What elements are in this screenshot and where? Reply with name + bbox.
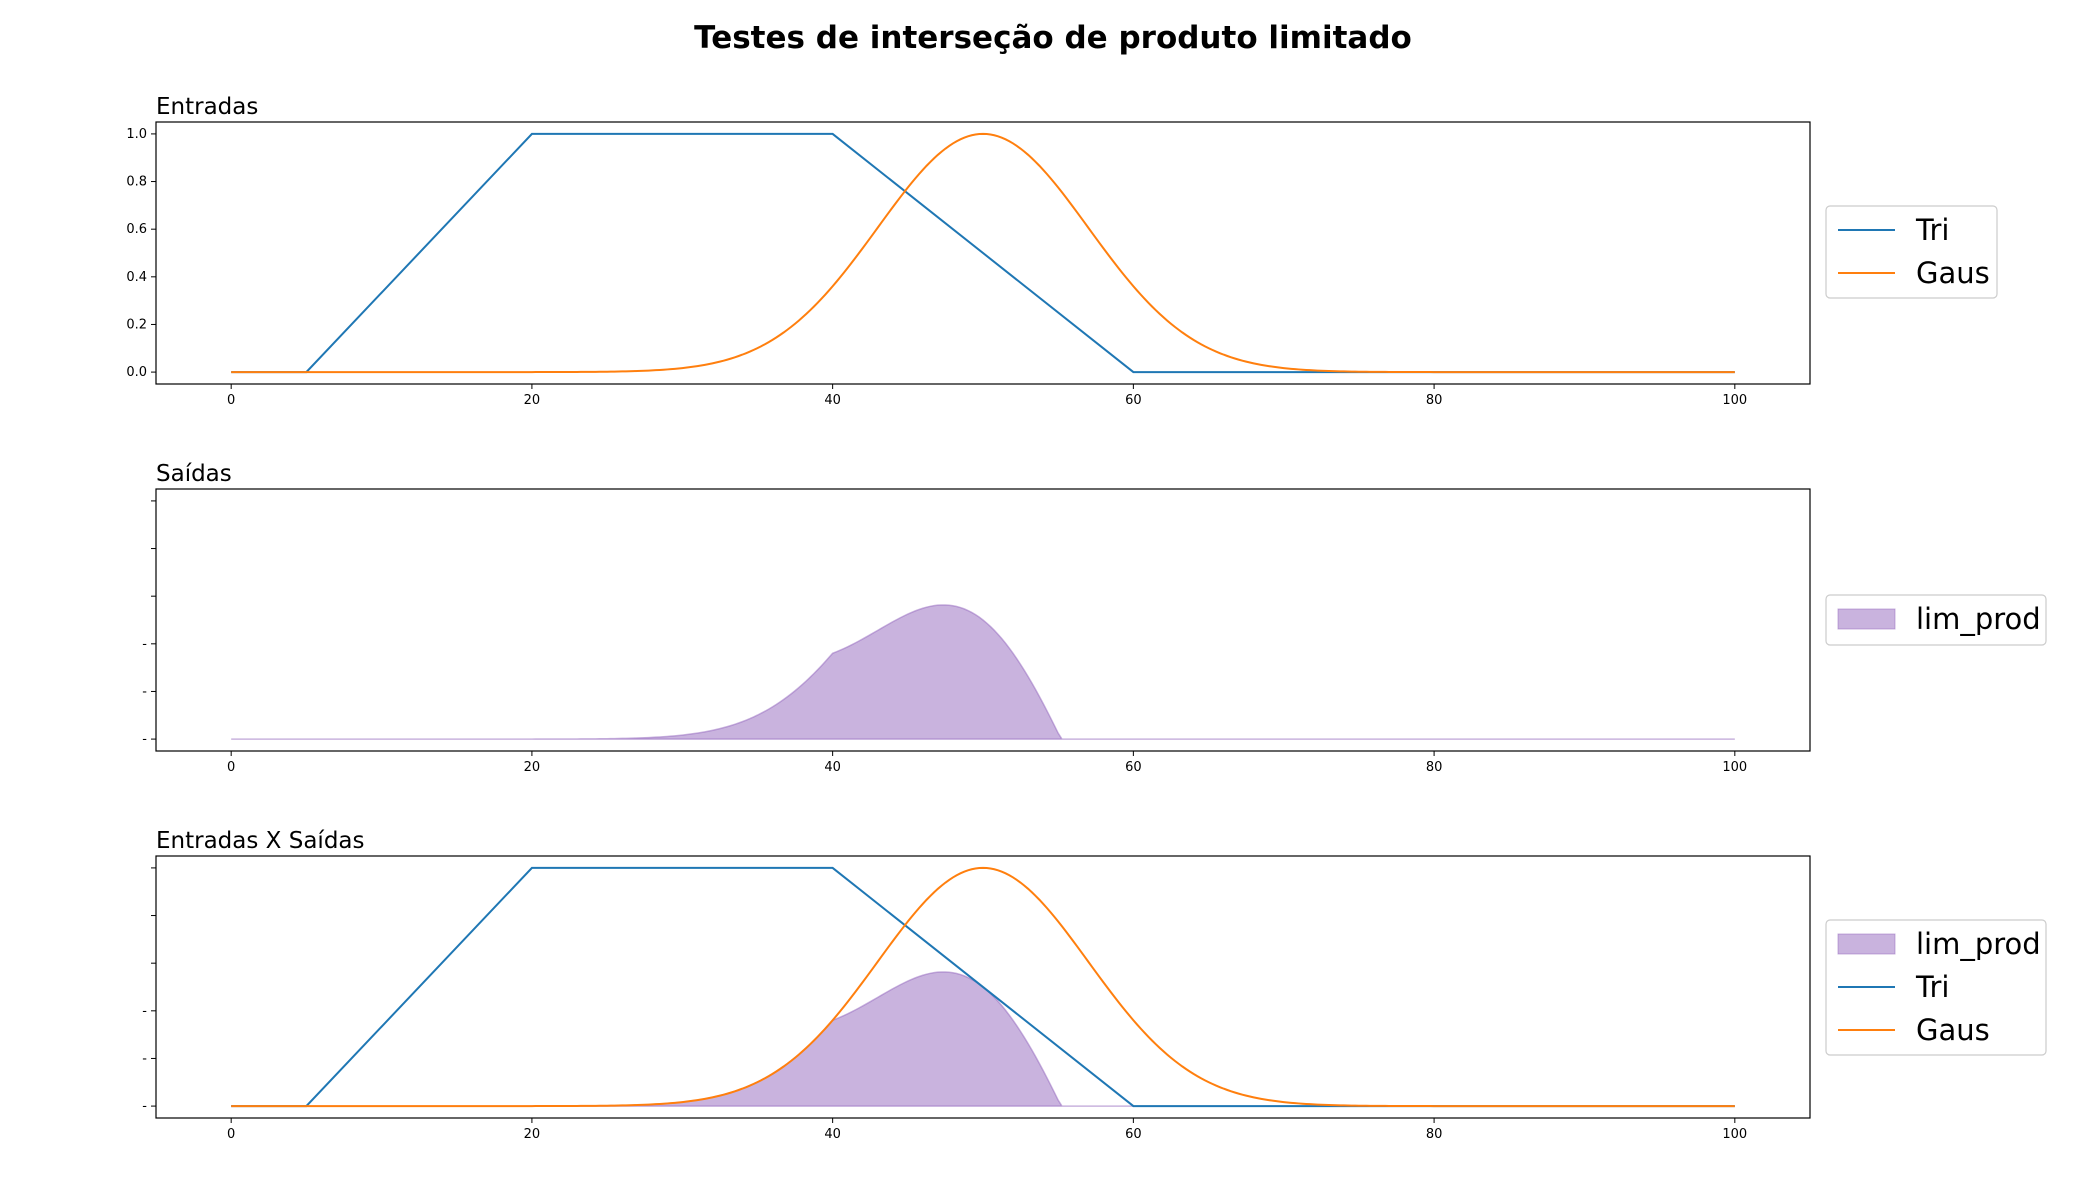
legend: lim_prod — [1825, 594, 2047, 646]
axes-container: Entradas 0 20 40 60 80 100 0.0 0.2 0.4 0.6 0.8 1.0 Tr… — [126, 94, 2047, 1142]
x-tick-label: 20 — [524, 1127, 541, 1142]
y-tick-label: 0.2 — [126, 317, 147, 332]
legend-swatch-lim_prod — [1837, 608, 1896, 630]
legend-label-Tri: Tri — [1915, 970, 1949, 1004]
legend: lim_prod Tri Gaus — [1825, 919, 2047, 1056]
x-tick-label: 100 — [1722, 760, 1747, 775]
x-tick-label: 40 — [824, 760, 841, 775]
x-tick-label: 0 — [227, 1127, 235, 1142]
axes-2: Saídas 0 20 40 60 80 100 - - - lim_prod — [142, 461, 2047, 775]
x-tick-label: 60 — [1125, 1127, 1142, 1142]
series-Gaus-line — [231, 132, 1735, 374]
x-tick-label: 20 — [524, 393, 541, 408]
x-tick-label: 60 — [1125, 393, 1142, 408]
legend-label-lim_prod: lim_prod — [1916, 927, 2041, 961]
legend-swatch-lim_prod — [1837, 933, 1896, 955]
axes-frame — [155, 488, 1811, 752]
legend-label-lim_prod: lim_prod — [1916, 602, 2041, 636]
y-tick-label: 0.0 — [126, 365, 147, 380]
x-tick-label: 100 — [1722, 393, 1747, 408]
x-tick-label: 80 — [1426, 393, 1443, 408]
x-tick-label: 80 — [1426, 760, 1443, 775]
axes-1: Entradas 0 20 40 60 80 100 0.0 0.2 0.4 0.6 0.8 1.0 Tr… — [126, 94, 1998, 408]
x-tick-label: 40 — [824, 393, 841, 408]
x-tick-label: 0 — [227, 760, 235, 775]
axes-3: Entradas X Saídas 0 20 40 60 80 100 - - - lim_prod… — [142, 828, 2047, 1142]
axes-title: Saídas — [156, 461, 232, 487]
legend-label-Gaus: Gaus — [1916, 1013, 1990, 1047]
y-tick-label: - — [142, 684, 147, 699]
series-Gaus-line — [231, 866, 1735, 1108]
axes-title: Entradas X Saídas — [156, 828, 365, 854]
x-tick-label: 60 — [1125, 760, 1142, 775]
y-tick-label: - — [142, 1099, 147, 1114]
x-tick-label: 40 — [824, 1127, 841, 1142]
series-Tri-line — [231, 132, 1735, 374]
x-tick-label: 80 — [1426, 1127, 1443, 1142]
series-lim_prod-area — [231, 971, 1735, 1107]
y-tick-label: 1.0 — [126, 127, 147, 142]
y-tick-label: 0.4 — [126, 270, 147, 285]
figure-title: Testes de interseção de produto limitado — [694, 20, 1412, 56]
x-tick-label: 20 — [524, 760, 541, 775]
y-tick-label: 0.6 — [126, 222, 147, 237]
legend: Tri Gaus — [1825, 205, 1998, 299]
y-tick-label: - — [142, 1051, 147, 1066]
legend-label-Tri: Tri — [1915, 213, 1949, 247]
series-lim_prod-area — [231, 604, 1735, 740]
x-tick-label: 0 — [227, 393, 235, 408]
axes-title: Entradas — [156, 94, 258, 120]
legend-frame — [1825, 594, 2047, 646]
y-tick-label: - — [142, 1004, 147, 1019]
y-tick-label: - — [142, 732, 147, 747]
y-tick-label: - — [142, 637, 147, 652]
legend-label-Gaus: Gaus — [1916, 256, 1990, 290]
y-tick-label: 0.8 — [126, 175, 147, 190]
axes-frame — [155, 855, 1811, 1119]
x-tick-label: 100 — [1722, 1127, 1747, 1142]
axes-frame — [155, 121, 1811, 385]
